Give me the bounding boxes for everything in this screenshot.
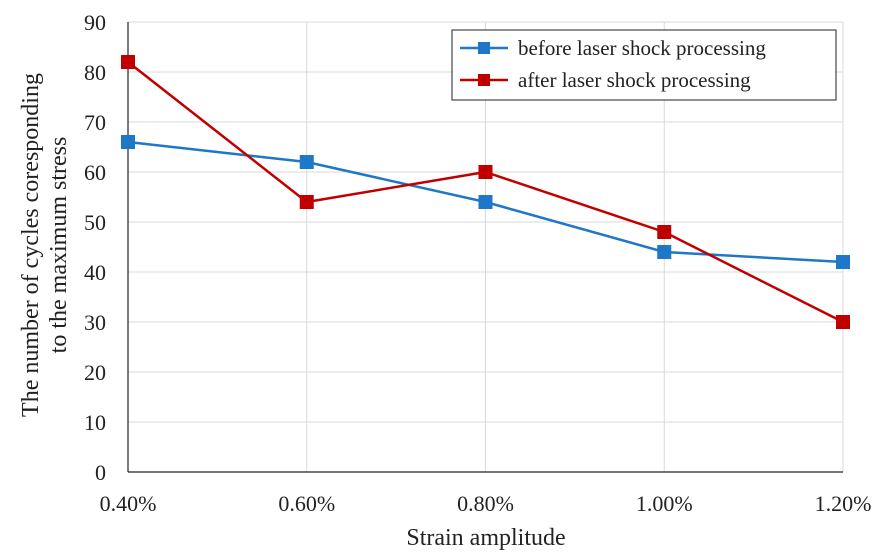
x-tick-label: 0.40% (100, 491, 157, 516)
y-axis-title: The number of cycles coresponding to the… (18, 73, 72, 417)
x-axis-title: Strain amplitude (406, 525, 565, 551)
y-tick-label: 90 (84, 10, 106, 35)
x-tick-label: 1.00% (636, 491, 693, 516)
y-axis-title-line-2: to the maximum stress (46, 137, 72, 354)
data-point-before (836, 255, 850, 269)
legend-label-before: before laser shock processing (518, 36, 766, 60)
y-axis-title-line-1: The number of cycles coresponding (18, 73, 44, 417)
y-tick-label: 70 (84, 110, 106, 135)
y-tick-label: 40 (84, 260, 106, 285)
series-layer (121, 55, 850, 329)
x-tick-label: 0.60% (278, 491, 335, 516)
legend-marker-before (478, 42, 490, 54)
legend: before laser shock processing after lase… (451, 29, 837, 101)
legend-marker-after (478, 74, 490, 86)
y-tick-label: 50 (84, 210, 106, 235)
legend-box (451, 29, 837, 101)
x-tick-label: 0.80% (457, 491, 514, 516)
data-point-after (478, 165, 493, 179)
data-point-after (836, 315, 850, 329)
data-point-before (478, 195, 493, 209)
y-axis-ticks: 0 10 20 30 40 50 60 70 80 90 (84, 10, 106, 485)
y-tick-label: 30 (84, 310, 106, 335)
y-tick-label: 10 (84, 410, 106, 435)
data-point-before (121, 135, 135, 149)
data-point-after (657, 225, 672, 239)
y-tick-label: 80 (84, 60, 106, 85)
data-point-after (299, 195, 314, 209)
axes (127, 22, 843, 473)
y-tick-label: 20 (84, 360, 106, 385)
legend-label-after: after laser shock processing (518, 68, 751, 92)
x-tick-label: 1.20% (815, 491, 872, 516)
x-axis-ticks: 0.40% 0.60% 0.80% 1.00% 1.20% (100, 491, 872, 516)
y-tick-label: 0 (95, 460, 106, 485)
y-tick-label: 60 (84, 160, 106, 185)
data-point-after (121, 55, 135, 69)
data-point-before (657, 245, 672, 259)
data-point-before (299, 155, 314, 169)
